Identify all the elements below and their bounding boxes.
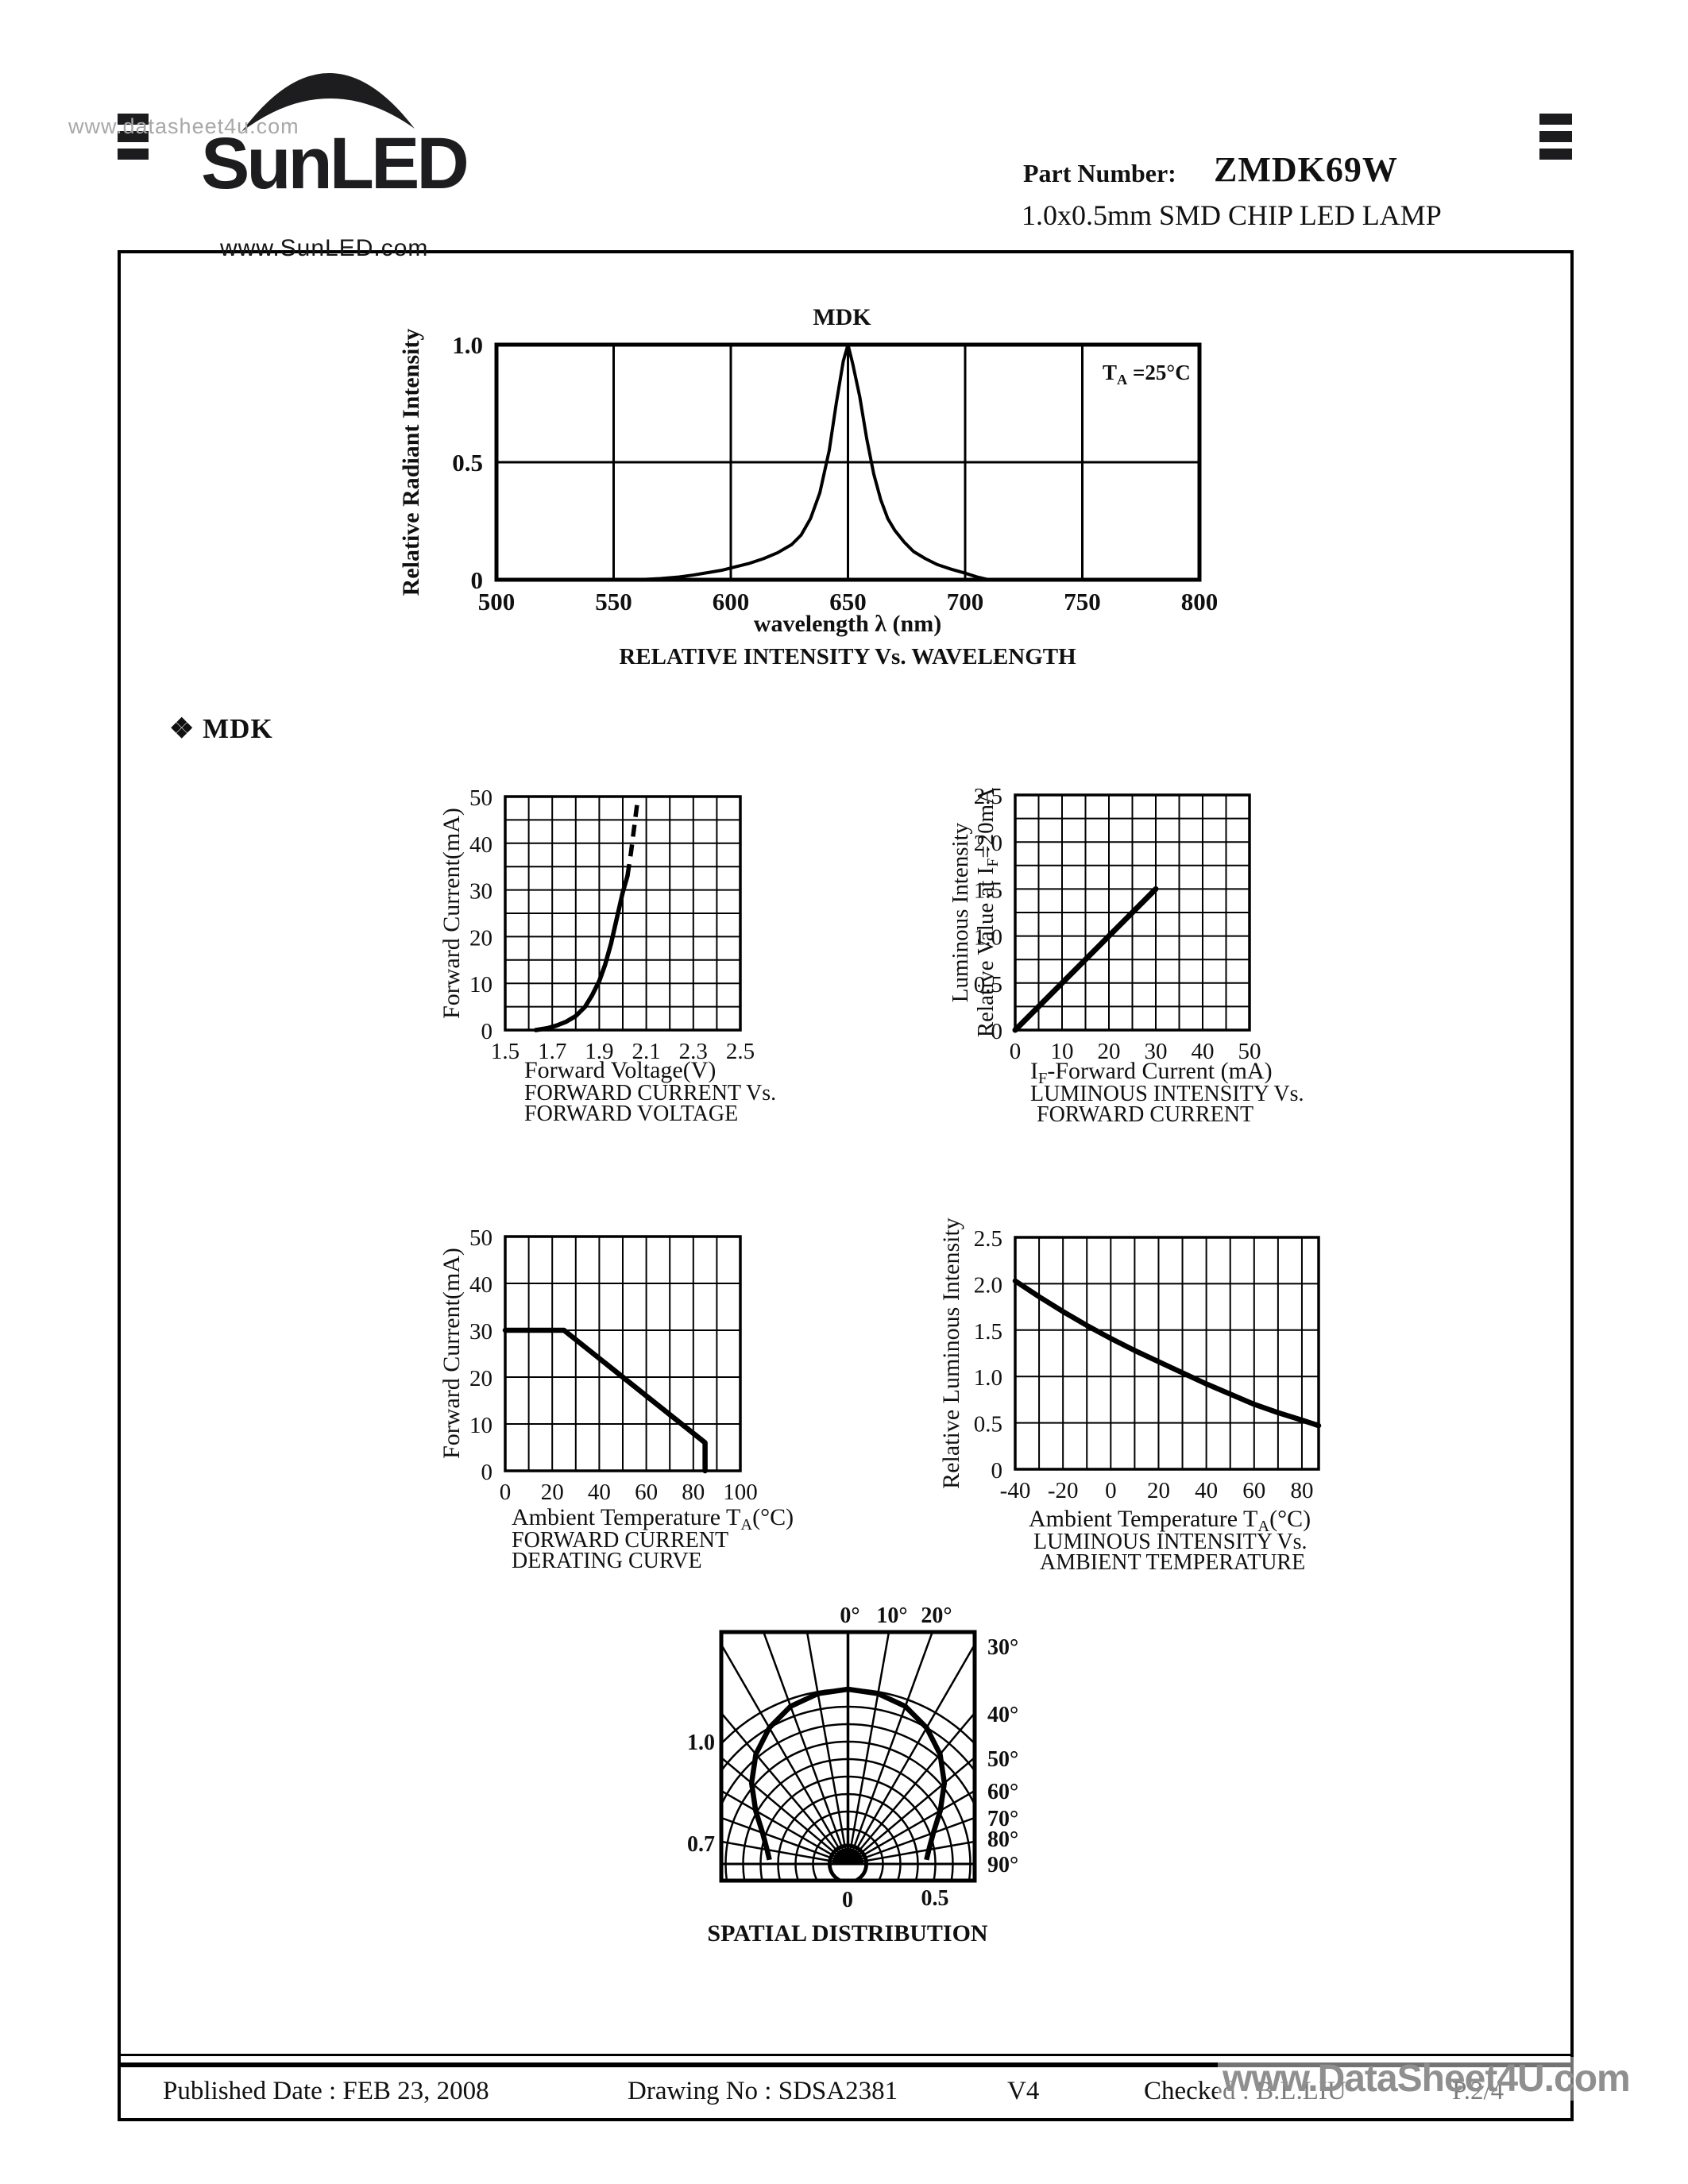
content-frame [118,250,1574,2121]
logo-site-url: www.SunLED.com [220,235,429,261]
section-heading: ❖ MDK [169,713,273,745]
footer-divider-thick [118,2062,1570,2067]
footer-version: V4 [1007,2077,1040,2105]
logo-swoosh-icon [241,72,415,132]
bar [118,131,149,142]
product-subtitle: 1.0x0.5mm SMD CHIP LED LAMP [1022,199,1442,231]
section-heading-text: MDK [203,713,273,744]
footer-divider-thin [118,2054,1570,2056]
menu-bars-icon-left [118,114,149,166]
bar [118,114,149,125]
diamond-bullet-icon: ❖ [169,713,195,744]
footer-checked-by: Checked : B.L.LIU [1144,2077,1346,2105]
footer-page-number: P.2/4 [1452,2077,1505,2105]
footer-drawing-no: Drawing No : SDSA2381 [628,2077,898,2105]
bar [118,149,149,160]
footer-published-date: Published Date : FEB 23, 2008 [163,2077,489,2105]
part-number-value: ZMDK69W [1214,150,1398,189]
watermark-bottom: www.DataSheet4U.com [1218,2057,1635,2101]
logo-text: SunLED [201,123,469,204]
part-number-label: Part Number: [1023,159,1176,187]
bar [1539,131,1572,142]
swoosh-path [241,72,415,132]
bar [1539,114,1572,125]
bar [1539,149,1572,160]
menu-bars-icon-right [1539,114,1572,166]
watermark-top: www.datasheet4u.com [68,114,299,138]
